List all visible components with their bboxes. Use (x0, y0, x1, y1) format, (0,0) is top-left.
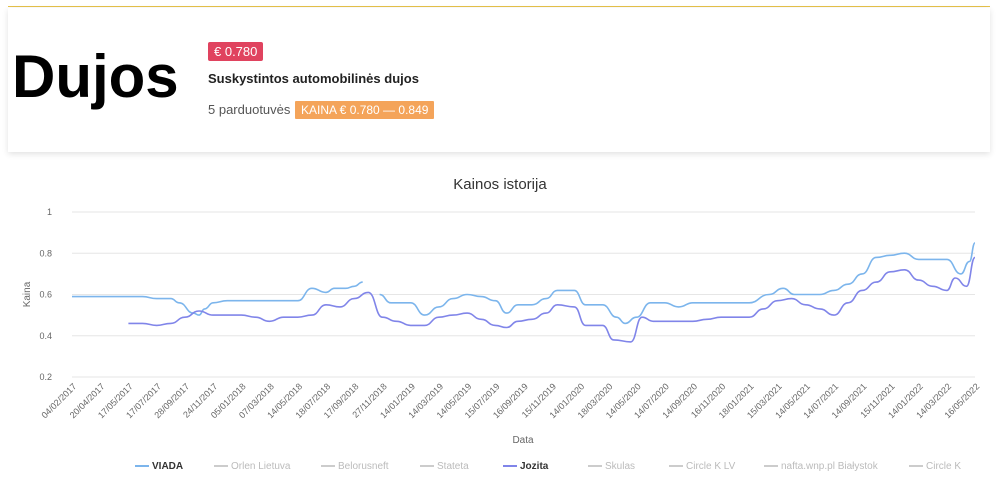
product-card: Dujos € 0.780 Suskystintos automobilinės… (8, 8, 990, 152)
chart-legend: VIADA Orlen Lietuva Belorusneft Stateta Jozi… (135, 461, 961, 472)
price-badge: € 0.780 (208, 42, 264, 61)
legend-item[interactable]: VIADA (135, 461, 183, 472)
product-subtitle: Suskystintos automobilinės dujos (208, 71, 419, 86)
top-accent-line (8, 6, 990, 7)
y-tick-label: 0.6 (39, 290, 52, 300)
chart-series (71, 242, 976, 343)
legend-item[interactable]: Circle K LV (669, 461, 736, 472)
price-range-badge: KAINA € 0.780 — 0.849 (295, 101, 435, 119)
legend-label: Belorusneft (338, 461, 389, 472)
legend-label: Skulas (605, 461, 635, 472)
y-tick-label: 0.4 (39, 331, 52, 341)
y-axis-label: Kaina (22, 281, 33, 307)
y-axis-ticks: 0.2 0.4 0.6 0.8 1 (39, 207, 52, 382)
price-history-chart: Kainos istorija 0.2 0.4 0.6 0.8 1 04/02/2017… (22, 176, 981, 472)
y-tick-label: 1 (47, 207, 52, 217)
legend-item[interactable]: Skulas (588, 461, 635, 472)
legend-item[interactable]: Jozita (503, 461, 549, 472)
y-tick-label: 0.2 (39, 372, 52, 382)
series-line-viada[interactable] (379, 242, 976, 325)
chart-grid (72, 211, 975, 378)
legend-label: Jozita (520, 461, 549, 472)
store-count[interactable]: 5 parduotuvės (208, 102, 291, 117)
x-axis-label: Data (512, 435, 534, 446)
legend-item[interactable]: nafta.wnp.pl Białystok (764, 461, 879, 472)
product-title: Dujos (12, 43, 179, 110)
x-axis-ticks: 04/02/201720/04/201717/05/201717/07/2017… (39, 381, 981, 420)
legend-item[interactable]: Circle K (909, 461, 961, 472)
legend-label: nafta.wnp.pl Białystok (781, 461, 879, 472)
chart-title: Kainos istorija (453, 176, 547, 193)
legend-label: Circle K (926, 461, 961, 472)
legend-label: VIADA (152, 461, 183, 472)
series-line-viada[interactable] (71, 281, 363, 316)
legend-label: Stateta (437, 461, 469, 472)
legend-item[interactable]: Orlen Lietuva (214, 461, 291, 472)
legend-item[interactable]: Belorusneft (321, 461, 389, 472)
legend-label: Circle K LV (686, 461, 736, 472)
y-tick-label: 0.8 (39, 248, 52, 258)
series-line-jozita[interactable] (128, 256, 976, 343)
legend-item[interactable]: Stateta (420, 461, 469, 472)
legend-label: Orlen Lietuva (231, 461, 291, 472)
